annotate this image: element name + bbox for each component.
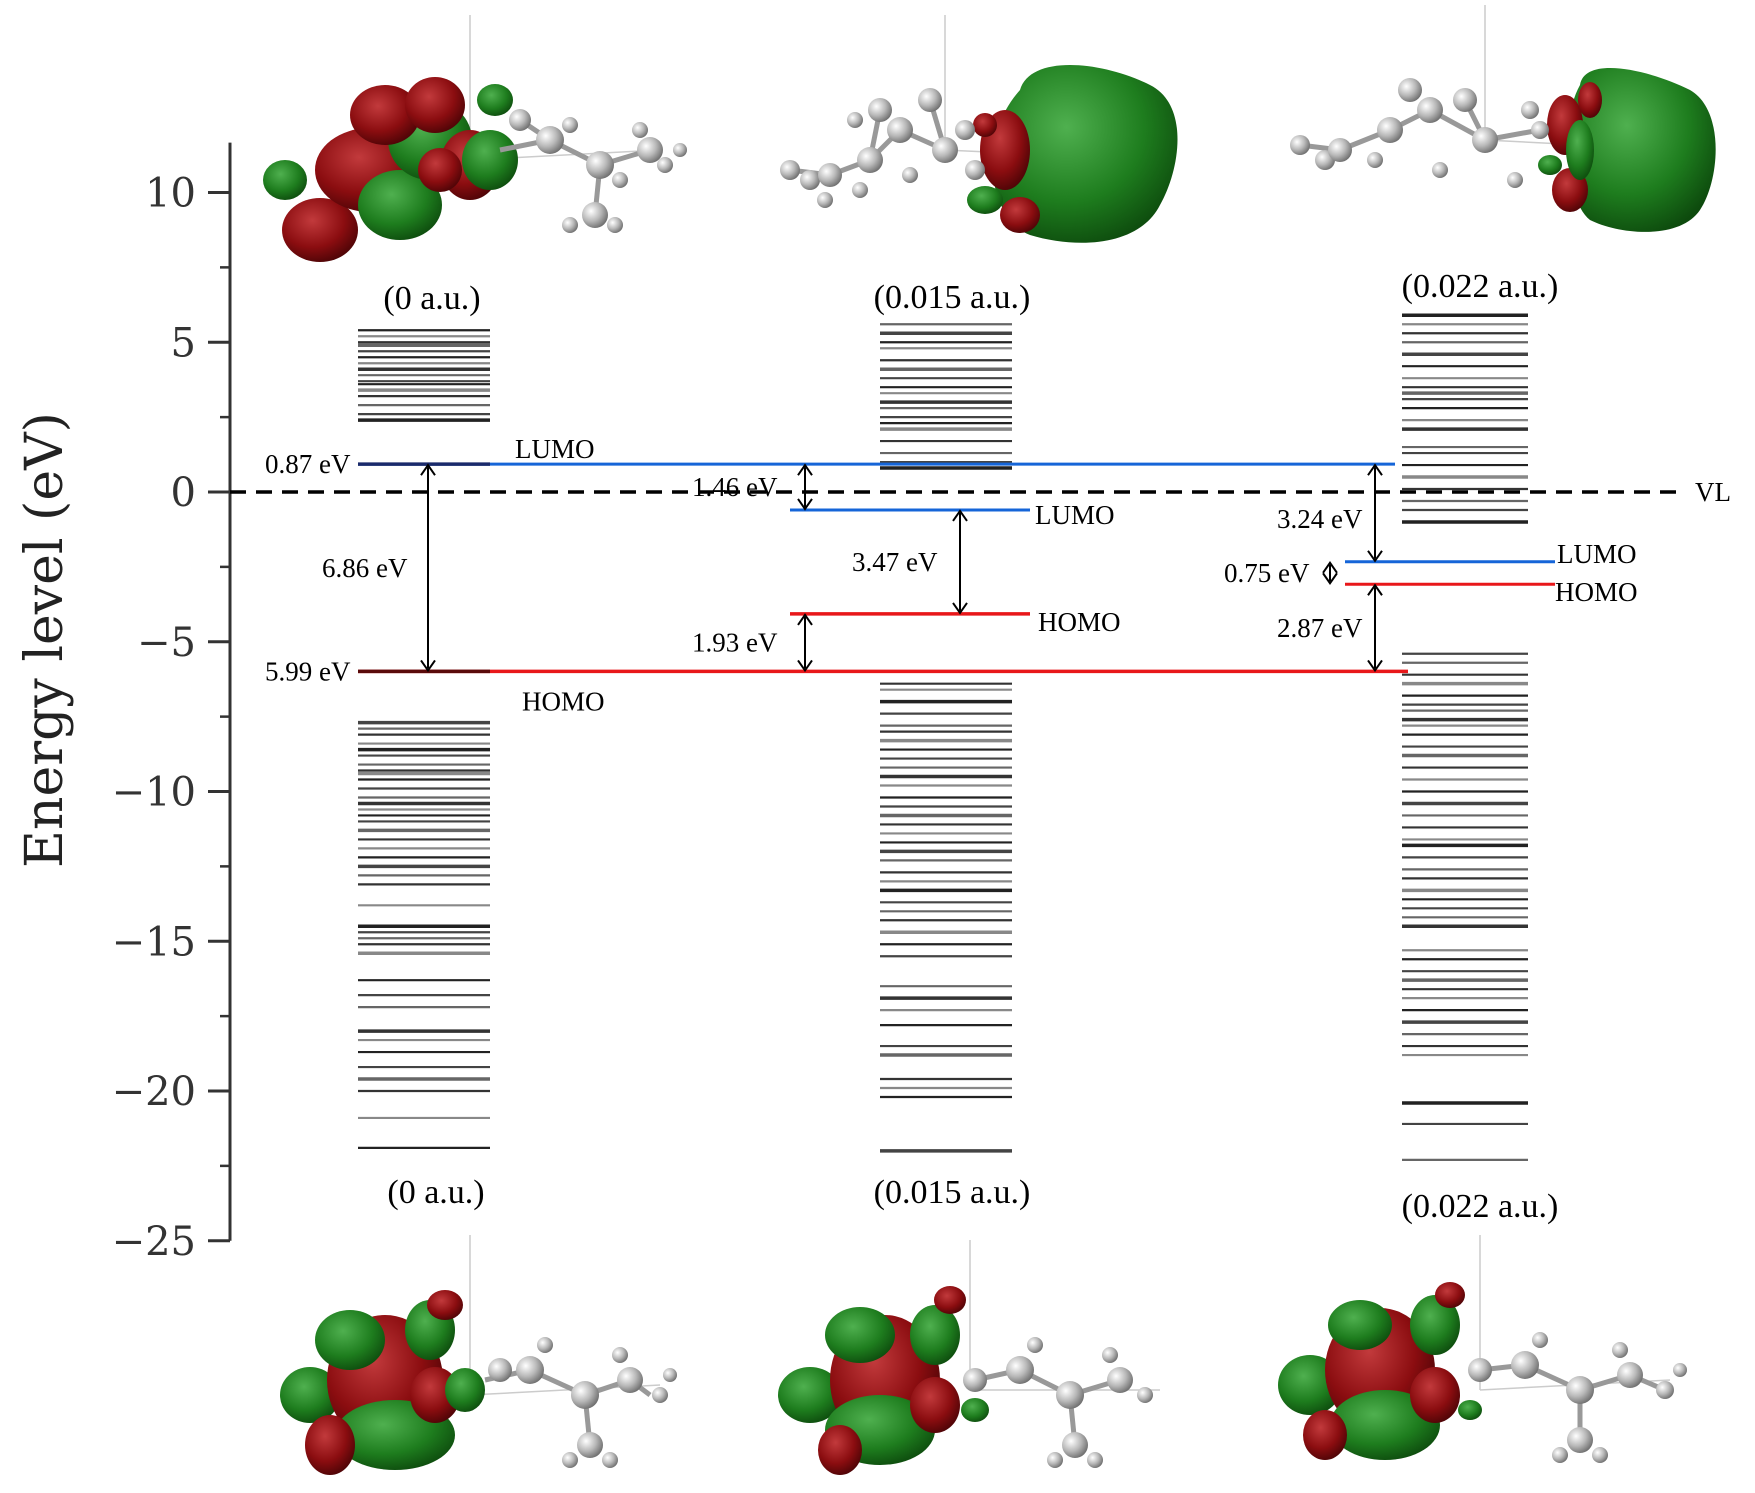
frontier-orbitals: 0.87 eV 5.99 eV LUMO HOMO 6.86 eV 1.46 eV LUMO…	[265, 434, 1638, 716]
gap-label-2: 0.75 eV	[1224, 558, 1310, 588]
bottom-label-2: (0.022 a.u.)	[1402, 1188, 1559, 1225]
lumo-shift-arrow-2	[1367, 463, 1383, 563]
lumo-shift-label-1: 1.46 eV	[692, 472, 778, 502]
y-tick-label: 10	[145, 171, 196, 217]
lumo-label-2: LUMO	[1557, 539, 1637, 569]
y-tick-label: 0	[171, 470, 196, 516]
lumo-orbital-image-2	[1290, 5, 1716, 232]
homo-shift-arrow-1	[797, 613, 813, 673]
top-label-1: (0.015 a.u.)	[874, 279, 1031, 316]
molecule-images	[263, 5, 1716, 1475]
y-tick-label: −5	[137, 620, 196, 666]
energy-levels	[358, 313, 1528, 1161]
lumo-shift-label-2: 3.24 eV	[1277, 504, 1363, 534]
homo-value-label-0: 5.99 eV	[265, 656, 351, 686]
homo-label-2: HOMO	[1555, 577, 1638, 607]
gap-arrow-2	[1322, 561, 1338, 585]
lumo-value-label-0: 0.87 eV	[265, 449, 351, 479]
gap-arrow-1	[952, 509, 968, 615]
lumo-label-0: LUMO	[515, 434, 595, 464]
bottom-label-0: (0 a.u.)	[387, 1174, 484, 1211]
homo-orbital-image-0	[280, 1235, 677, 1475]
lumo-orbital-image-0	[263, 15, 687, 262]
y-axis: 10 5 0 −5 −10 −15 −20 −25	[112, 142, 232, 1265]
top-label-2: (0.022 a.u.)	[1402, 268, 1559, 305]
y-tick-label: −10	[112, 770, 196, 816]
gap-label-0: 6.86 eV	[322, 553, 408, 583]
homo-shift-arrow-2	[1367, 583, 1383, 673]
homo-shift-label-2: 2.87 eV	[1277, 613, 1363, 643]
gap-arrow-0	[420, 463, 436, 673]
gap-label-1: 3.47 eV	[852, 547, 938, 577]
homo-orbital-image-1	[778, 1240, 1160, 1475]
homo-label-0: HOMO	[522, 686, 605, 716]
y-tick-label: 5	[171, 320, 196, 366]
homo-shift-label-1: 1.93 eV	[692, 628, 778, 658]
y-tick-label: −25	[112, 1219, 196, 1265]
homo-label-1: HOMO	[1038, 607, 1121, 637]
lumo-label-1: LUMO	[1035, 500, 1115, 530]
y-tick-label: −15	[112, 919, 196, 965]
lumo-shift-arrow-1	[797, 463, 813, 511]
bottom-label-1: (0.015 a.u.)	[874, 1174, 1031, 1211]
homo-orbital-image-2	[1278, 1235, 1687, 1463]
y-tick-label: −20	[112, 1069, 196, 1115]
y-axis-title: Energy level (eV)	[15, 412, 75, 868]
top-label-0: (0 a.u.)	[383, 280, 480, 317]
vacuum-level-label: VL	[1695, 477, 1731, 507]
lumo-orbital-image-1	[780, 15, 1178, 243]
